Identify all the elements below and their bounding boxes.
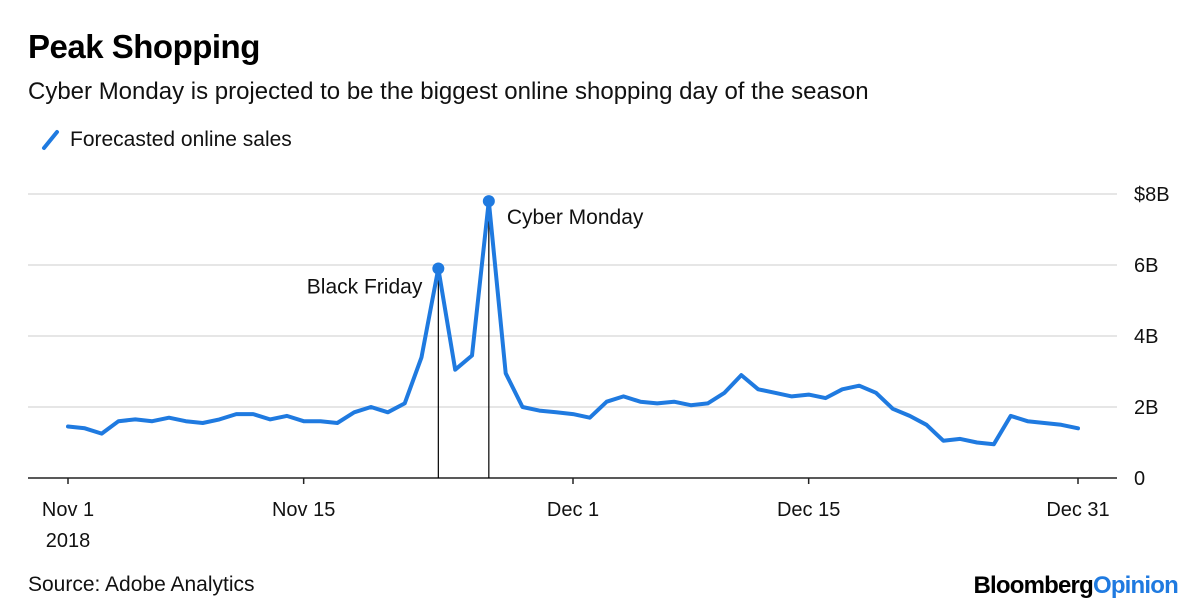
annotation-marker xyxy=(432,262,445,275)
brand-part1: Bloomberg xyxy=(973,572,1093,599)
line-chart: $8B 6B 4B 2B 0 Nov 1 2018 Nov 15 Dec 1 Dec 15 Dec … xyxy=(28,184,1170,552)
y-tick-label: 4B xyxy=(1134,326,1158,348)
legend: Forecasted online sales xyxy=(40,126,292,154)
legend-label: Forecasted online sales xyxy=(70,128,292,151)
brand-logo: BloombergOpinion xyxy=(973,572,1178,600)
x-tick-label: Dec 15 xyxy=(777,499,840,521)
y-tick-label: $8B xyxy=(1134,184,1170,206)
annotation-marker xyxy=(482,195,495,208)
source-note: Source: Adobe Analytics xyxy=(28,573,255,596)
legend-line-icon xyxy=(42,130,59,150)
x-tick-label: Dec 31 xyxy=(1046,499,1109,521)
brand-part2: Opinion xyxy=(1092,572,1179,599)
series-line xyxy=(66,199,1080,447)
x-tick-label: Dec 1 xyxy=(547,499,599,521)
y-tick-label: 2B xyxy=(1134,397,1158,419)
chart-title: Peak Shopping xyxy=(28,28,260,65)
x-tick-sublabel: 2018 xyxy=(46,530,91,552)
annotation-label: Black Friday xyxy=(307,276,423,299)
y-tick-label: 0 xyxy=(1134,468,1145,490)
chart-subtitle: Cyber Monday is projected to be the bigg… xyxy=(28,78,869,105)
x-tick-label: Nov 15 xyxy=(272,499,335,521)
x-tick-label: Nov 1 xyxy=(42,499,94,521)
annotation-label: Cyber Monday xyxy=(507,206,644,229)
y-tick-label: 6B xyxy=(1134,255,1158,277)
